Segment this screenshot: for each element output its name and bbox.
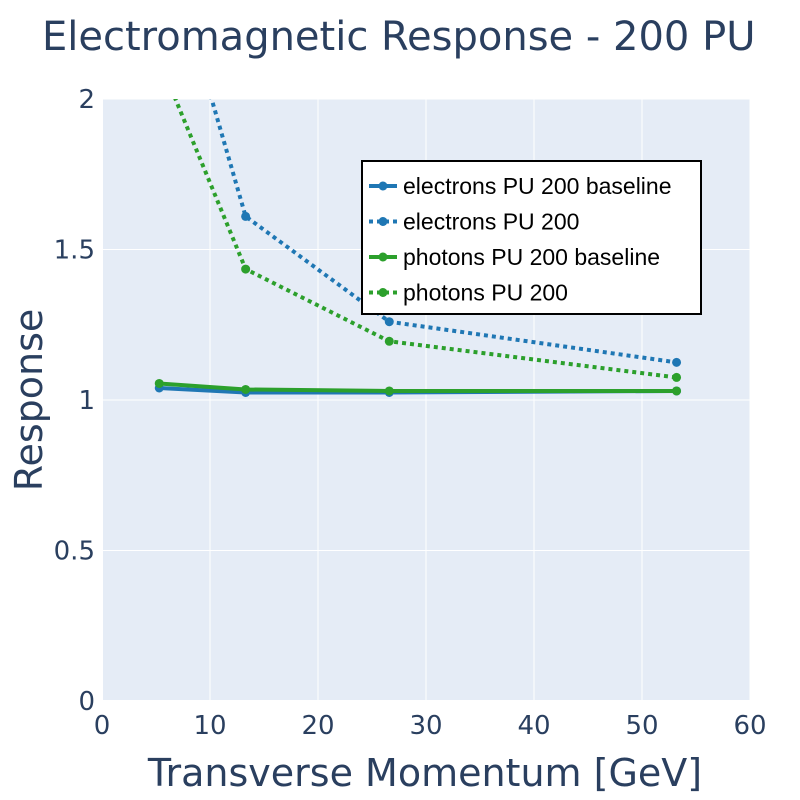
data-point — [241, 211, 251, 221]
x-axis-title: Transverse Momentum [GeV] — [147, 751, 702, 795]
data-point — [672, 372, 682, 382]
legend-swatch-marker — [378, 288, 388, 297]
series-1 — [209, 99, 682, 367]
series-2 — [154, 378, 682, 396]
series-line — [173, 99, 677, 380]
series-line — [159, 381, 677, 393]
legend-item: electrons PU 200 baseline — [369, 173, 672, 199]
data-point — [154, 378, 164, 388]
x-tick-label: 60 — [733, 711, 766, 741]
x-tick-label: 50 — [625, 711, 658, 741]
legend-label: electrons PU 200 — [403, 209, 579, 235]
x-tick-label: 40 — [517, 711, 550, 741]
data-point — [384, 317, 394, 327]
y-tick-label: 0.5 — [54, 537, 95, 567]
chart-title: Electromagnetic Response - 200 PU — [42, 14, 755, 60]
y-tick-label: 1 — [78, 386, 95, 416]
series-3 — [173, 99, 682, 382]
y-axis-title: Response — [7, 309, 51, 492]
legend: electrons PU 200 baseline electrons PU 20… — [361, 160, 702, 315]
data-point — [241, 384, 251, 394]
legend-item: photons PU 200 baseline — [369, 244, 660, 270]
legend-label: photons PU 200 — [403, 280, 568, 306]
data-point — [672, 386, 682, 396]
legend-swatch-marker — [378, 252, 388, 262]
data-point — [384, 386, 394, 396]
legend-label: photons PU 200 baseline — [403, 244, 660, 270]
y-tick-label: 0 — [78, 687, 95, 717]
y-tick-label: 1.5 — [54, 236, 95, 266]
series-layer — [154, 99, 682, 397]
legend-item: photons PU 200 — [369, 280, 568, 306]
legend-label: electrons PU 200 baseline — [403, 173, 672, 199]
y-tick-labels: 0 0.5 1 1.5 2 — [54, 85, 95, 717]
x-tick-label: 10 — [193, 711, 226, 741]
series-line — [209, 99, 677, 365]
legend-box — [361, 160, 702, 315]
x-tick-label: 30 — [409, 711, 442, 741]
data-point — [241, 264, 251, 274]
x-tick-labels: 0 10 20 30 40 50 60 — [94, 711, 767, 741]
legend-swatch-marker — [378, 181, 388, 191]
data-point — [672, 357, 682, 367]
data-point — [384, 336, 394, 346]
x-tick-label: 0 — [94, 711, 111, 741]
legend-swatch-marker — [378, 217, 388, 226]
legend-item: electrons PU 200 — [369, 209, 579, 235]
x-tick-label: 20 — [301, 711, 334, 741]
y-tick-label: 2 — [78, 85, 95, 115]
